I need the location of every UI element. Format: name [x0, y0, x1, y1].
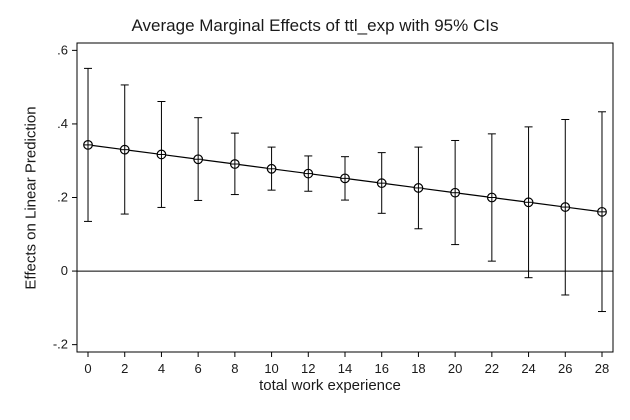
- estimate-point: [229, 159, 240, 169]
- estimate-point: [83, 139, 93, 150]
- x-tick-label: 14: [338, 361, 352, 376]
- estimate-point: [266, 163, 277, 174]
- x-tick-label: 28: [595, 361, 609, 376]
- estimate-point: [450, 187, 461, 198]
- x-tick-label: 26: [558, 361, 572, 376]
- estimate-point: [486, 192, 497, 203]
- y-tick-label: .4: [57, 116, 68, 131]
- estimate-point: [413, 183, 424, 193]
- estimate-point: [597, 206, 607, 217]
- y-tick-label: 0: [61, 263, 68, 278]
- x-tick-label: 0: [84, 361, 91, 376]
- estimate-point: [560, 202, 571, 212]
- estimate-point: [156, 149, 167, 160]
- x-tick-label: 22: [485, 361, 499, 376]
- x-tick-label: 4: [158, 361, 165, 376]
- x-tick-label: 2: [121, 361, 128, 376]
- x-tick-label: 16: [374, 361, 388, 376]
- estimate-point: [376, 178, 387, 189]
- estimate-point: [340, 173, 350, 184]
- estimate-point: [523, 197, 534, 208]
- x-tick-label: 8: [231, 361, 238, 376]
- y-tick-label: .2: [57, 190, 68, 205]
- y-tick-label: .6: [57, 42, 68, 57]
- x-axis-label: total work experience: [259, 377, 401, 394]
- estimate-point: [119, 144, 130, 155]
- estimate-point: [303, 168, 314, 179]
- x-tick-label: 6: [195, 361, 202, 376]
- y-tick-label: -.2: [53, 337, 68, 352]
- chart-title: Average Marginal Effects of ttl_exp with…: [131, 16, 499, 35]
- x-tick-label: 12: [301, 361, 315, 376]
- x-tick-label: 18: [411, 361, 425, 376]
- x-tick-label: 20: [448, 361, 462, 376]
- x-tick-label: 10: [264, 361, 278, 376]
- estimate-point: [193, 154, 204, 165]
- x-tick-label: 24: [521, 361, 535, 376]
